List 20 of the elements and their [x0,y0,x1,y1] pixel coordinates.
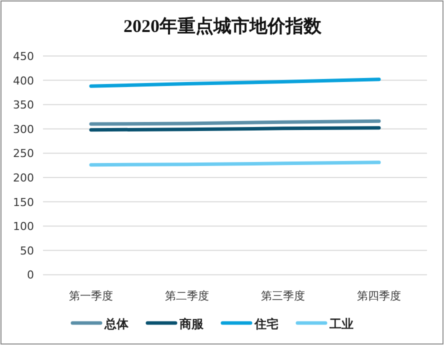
y-tick-label: 100 [13,220,34,234]
y-tick-label: 350 [13,98,34,112]
y-tick-label: 200 [13,172,34,184]
x-tick-label: 第二季度 [165,290,209,303]
legend-label: 工业 [328,317,354,331]
legend-label: 住宅 [254,317,278,331]
x-tick-label: 第三季度 [261,290,305,303]
y-tick-label: 250 [13,147,34,160]
y-tick-label: 400 [13,74,34,88]
legend-label: 总体 [104,317,130,331]
chart-title: 2020年重点城市地价指数 [124,16,322,36]
line-series [89,78,381,88]
x-tick-label: 第四季度 [357,290,401,303]
y-tick-label: 300 [13,122,34,136]
x-tick-label: 第一季度 [69,290,113,303]
legend-label: 商服 [178,317,204,331]
y-tick-label: 150 [13,196,34,209]
y-tick-label: 50 [20,244,34,258]
y-tick-label: 450 [13,50,34,63]
y-tick-label: 0 [27,268,34,282]
